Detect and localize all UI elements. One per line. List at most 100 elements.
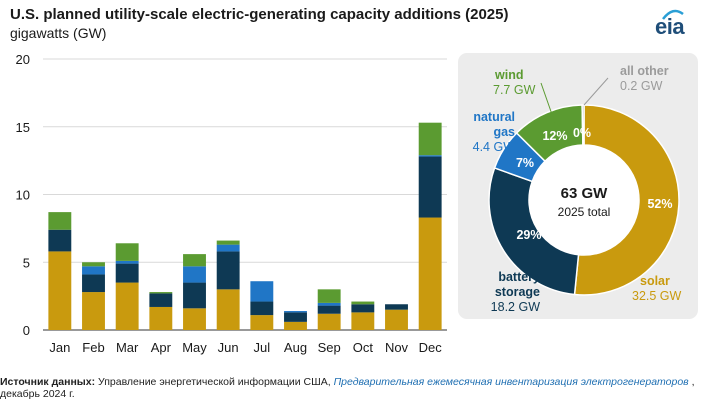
bar-segment-solar-dec [418,217,442,330]
x-tick-label: May [182,340,207,355]
x-tick-label: Aug [284,340,307,355]
donut-center-value: 63 GW [561,185,609,202]
donut-slice-solar [573,104,680,296]
bar-segment-wind-jun [216,240,240,245]
donut-center-label: 2025 total [558,205,611,219]
bar-segment-gas-dec [418,155,442,157]
wind-label: wind 7.7 GW [493,68,535,98]
x-tick-label: Feb [82,340,104,355]
x-tick-label: Jun [218,340,239,355]
other-label: all other 0.2 GW [620,64,669,94]
x-tick-label: Nov [385,340,409,355]
percent-label-solar: 52% [647,197,672,211]
bar-segment-battery-nov [385,304,408,310]
other-leader-line [583,77,609,106]
bar-segment-wind-feb [82,262,105,267]
wind-value: 7.7 GW [493,83,536,97]
bar-segment-wind-mar [115,243,139,261]
bar-segment-battery-jul [250,301,274,316]
y-tick-label: 15 [16,120,30,135]
battery-name-2: storage [494,285,540,299]
wind-leader-line [540,82,556,124]
donut-slice-battery [488,166,580,296]
gas-value: 4.4 GW [472,140,515,154]
percent-label-other: 0% [573,126,591,140]
bar-segment-solar-may [183,308,206,330]
stacked-bar-chart: 0 5 10 15 20 Jan Feb Mar Apr May Jun Jul Aug Sep Oct No… [16,52,447,355]
x-tick-label: Oct [353,340,374,355]
bar-segment-wind-dec [418,122,442,156]
bar-segment-battery-apr [149,293,173,307]
source-text-2: , декабрь 2024 г. [0,376,695,400]
battery-name-1: battery [498,270,540,284]
bar-segment-battery-jun [216,251,240,290]
solar-label: solar 32.5 GW [632,274,681,304]
gas-label: natural gas 4.4 GW [463,110,515,155]
bar-segment-wind-sep [317,289,341,303]
source-note: Источник данных: Управление энергетическ… [0,376,700,400]
x-tick-label: Jul [254,340,271,355]
bar-segment-wind-oct [351,301,375,305]
bar-segment-solar-nov [385,309,408,330]
eia-logo: eia [655,8,695,39]
gas-name-1: natural [473,110,515,124]
x-tick-label: Dec [419,340,443,355]
bar-segment-solar-mar [115,282,139,330]
bar-segment-solar-aug [284,321,307,330]
x-tick-label: Sep [318,340,341,355]
bar-segment-solar-jan [48,251,72,330]
bar-segment-battery-dec [418,156,442,218]
bar-segment-battery-sep [317,305,341,314]
bar-segment-gas-jun [216,244,240,252]
bar-segment-gas-feb [82,266,105,275]
donut-hole [529,145,639,255]
bar-segment-solar-oct [351,312,375,330]
bar-segment-battery-oct [351,304,375,313]
chart-subtitle: gigawatts (GW) [10,25,107,41]
bar-segment-gas-aug [284,311,307,313]
y-tick-label: 10 [16,188,30,203]
bar-segment-wind-jan [48,212,72,230]
solar-value: 32.5 GW [632,289,682,303]
donut-slice-other [581,104,585,146]
x-tick-label: Jan [49,340,70,355]
bar-segment-battery-jan [48,229,72,252]
bar-segment-wind-may [183,254,206,267]
bar-segment-battery-mar [115,263,139,283]
y-tick-label: 5 [23,255,30,270]
other-name: all other [620,64,669,78]
y-tick-label: 20 [16,52,30,67]
bar-segment-solar-sep [317,313,341,330]
bar-segment-battery-may [183,282,206,309]
chart-title: U.S. planned utility-scale electric-gene… [10,6,509,23]
bar-segment-solar-feb [82,292,105,330]
battery-value: 18.2 GW [490,300,540,314]
x-tick-label: Mar [116,340,139,355]
bar-segment-gas-may [183,266,206,283]
bar-segment-solar-jul [250,315,274,330]
solar-name: solar [640,274,670,288]
percent-label-wind: 12% [542,129,567,143]
x-tick-label: Apr [151,340,172,355]
bar-segment-battery-aug [284,312,307,322]
source-label: Источник данных: [0,376,96,388]
bar-segment-solar-jun [216,289,240,330]
percent-label-gas: 7% [516,156,534,170]
other-value: 0.2 GW [620,79,663,93]
source-text-1: Управление энергетической информации США… [95,376,334,388]
source-link[interactable]: Предварительная ежемесячная инвентаризац… [333,376,689,388]
bar-segment-gas-mar [115,260,139,264]
bar-segment-gas-sep [317,302,341,306]
logo-arc-icon [662,9,684,20]
bar-segment-solar-apr [149,306,173,330]
bar-segment-gas-jul [250,281,274,302]
percent-label-battery: 29% [516,228,541,242]
gas-name-2: gas [493,125,515,139]
wind-name: wind [495,68,524,82]
battery-label: battery storage 18.2 GW [486,270,540,315]
donut-chart: 52% 29% 7% 12% 0% 63 GW 2025 total [488,77,680,296]
bar-segment-battery-feb [82,274,105,293]
y-tick-label: 0 [23,323,30,338]
logo-text: eia [655,14,685,39]
bar-segment-wind-apr [149,292,173,294]
